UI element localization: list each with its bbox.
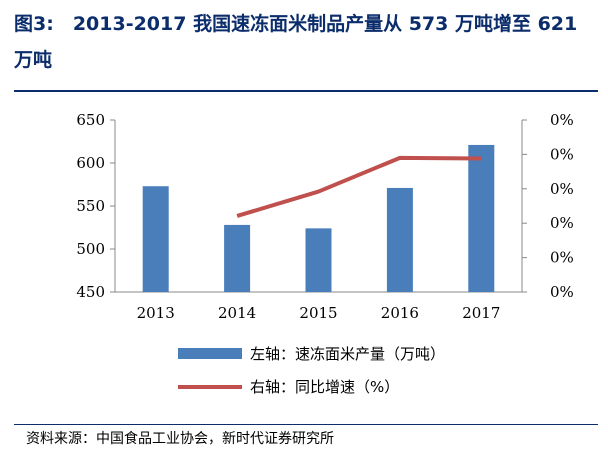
bar bbox=[386, 187, 413, 292]
bar bbox=[224, 224, 251, 292]
line-series bbox=[236, 155, 482, 218]
source-note: 资料来源：中国食品工业协会，新时代证券研究所 bbox=[26, 431, 334, 447]
bar bbox=[142, 186, 169, 292]
left-tick-label: 550 bbox=[76, 197, 105, 215]
right-tick-label: 0% bbox=[550, 111, 574, 129]
figure-title: 图3: 2013-2017 我国速冻面米制品产量从 573 万吨增至 621 万… bbox=[14, 13, 578, 71]
legend: 左轴：速冻面米产量（万吨） 右轴：同比增速（%） bbox=[178, 345, 445, 396]
title-divider bbox=[14, 90, 598, 92]
bar bbox=[468, 144, 495, 292]
right-tick-label: 0% bbox=[550, 145, 574, 163]
left-tick-label: 450 bbox=[76, 283, 105, 301]
legend-line-label: 右轴：同比增速（%） bbox=[250, 378, 399, 396]
legend-bar-swatch bbox=[178, 348, 242, 359]
x-axis: 2013 2014 2015 2016 2017 bbox=[115, 291, 522, 322]
left-tick-label: 500 bbox=[76, 240, 105, 258]
right-tick-label: 0% bbox=[550, 214, 574, 232]
x-tick-label: 2017 bbox=[462, 304, 500, 322]
left-tick-label: 650 bbox=[76, 111, 105, 129]
right-axis: 0% 0% 0% 0% 0% 0% bbox=[521, 111, 574, 301]
left-tick-label: 600 bbox=[76, 154, 105, 172]
right-tick-label: 0% bbox=[550, 283, 574, 301]
x-tick-label: 2013 bbox=[137, 304, 175, 322]
legend-bar-label: 左轴：速冻面米产量（万吨） bbox=[250, 345, 445, 363]
left-axis: 450 500 550 600 650 bbox=[76, 111, 116, 301]
right-tick-label: 0% bbox=[550, 249, 574, 267]
bar-series bbox=[142, 144, 495, 292]
x-tick-label: 2016 bbox=[381, 304, 419, 322]
x-tick-label: 2014 bbox=[218, 304, 256, 322]
source-divider bbox=[14, 424, 598, 425]
bar bbox=[305, 228, 332, 292]
right-tick-label: 0% bbox=[550, 180, 574, 198]
x-tick-label: 2015 bbox=[299, 304, 337, 322]
growth-line bbox=[236, 155, 482, 218]
